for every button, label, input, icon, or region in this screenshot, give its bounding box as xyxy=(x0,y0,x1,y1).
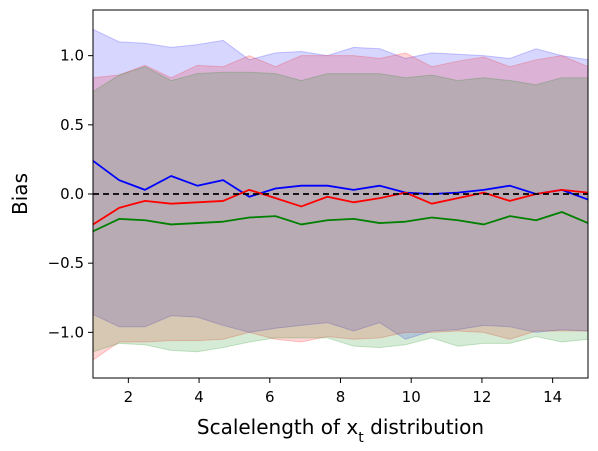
y-axis-label: Bias xyxy=(8,173,32,215)
y-tick-label: −0.5 xyxy=(48,254,84,272)
x-tick-label: 2 xyxy=(124,388,134,406)
uncertainty-bands xyxy=(93,28,588,361)
band-series-3 xyxy=(93,66,588,353)
y-tick-label: 1.0 xyxy=(60,47,84,65)
x-tick-label: 10 xyxy=(402,388,421,406)
x-axis-label-subscript: t xyxy=(358,430,364,446)
line-series-3 xyxy=(93,211,588,233)
y-tick-label: 0.0 xyxy=(60,185,84,203)
band-series-1 xyxy=(93,28,588,340)
line-series-2 xyxy=(93,188,588,226)
x-axis-ticks: 2 4 6 8 10 12 14 xyxy=(124,378,562,406)
x-axis-label-main: Scalelength of x xyxy=(197,415,359,439)
x-axis-label: Scalelength of xt distribution xyxy=(197,415,484,446)
y-axis-ticks: −1.0 −0.5 0.0 0.5 1.0 xyxy=(48,47,93,341)
x-tick-label: 14 xyxy=(543,388,562,406)
x-axis-label-suffix: distribution xyxy=(364,415,484,439)
x-tick-label: 8 xyxy=(336,388,346,406)
x-tick-label: 6 xyxy=(265,388,275,406)
line-series-1 xyxy=(93,160,588,201)
band-series-2 xyxy=(93,52,588,361)
y-tick-label: 0.5 xyxy=(60,116,84,134)
series-lines xyxy=(93,160,588,233)
x-tick-label: 4 xyxy=(194,388,204,406)
x-tick-label: 12 xyxy=(472,388,491,406)
y-tick-label: −1.0 xyxy=(48,323,84,341)
